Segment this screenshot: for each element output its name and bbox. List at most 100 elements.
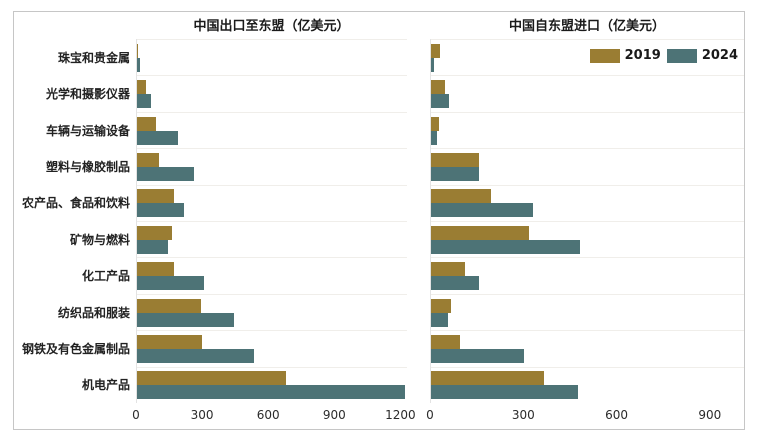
bar-2024 (137, 276, 204, 291)
bar-2024 (431, 130, 437, 145)
bar-2019 (137, 43, 139, 58)
bar-2019 (137, 116, 156, 131)
plots-body: 珠宝和贵金属光学和摄影仪器 车辆与运输设备 塑料与橡胶制品农产品、食品和饮料矿物与燃… (14, 39, 744, 403)
bar-2024 (137, 203, 185, 218)
category-row (431, 221, 744, 257)
title-gap (407, 17, 430, 39)
export-panel-title: 中国出口至东盟（亿美元） (193, 19, 350, 34)
import-panel-plot: 2019 2024 (430, 39, 744, 403)
bar-2024 (137, 130, 178, 145)
legend-label-2024: 2024 (701, 48, 738, 63)
bar-2019 (431, 80, 445, 95)
bar-2019 (431, 152, 480, 167)
category-row (137, 330, 407, 366)
x-tick-label: 900 (698, 408, 722, 422)
x-tick-label: 600 (605, 408, 628, 422)
bar-2024 (431, 385, 579, 400)
bar-2024 (431, 57, 435, 72)
bar-2024 (431, 94, 449, 109)
legend-item-2019: 2019 (589, 48, 661, 63)
bar-2019 (137, 225, 173, 240)
panel-gap (407, 39, 430, 403)
category-label: 化工产品 (81, 269, 130, 284)
bar-2019 (137, 371, 287, 386)
bar-2019 (431, 43, 441, 58)
category-row (137, 293, 407, 330)
category-row (137, 148, 407, 184)
x-tick-label: 300 (190, 408, 214, 422)
bar-2019 (137, 152, 159, 167)
bar-2024 (137, 348, 255, 363)
category-label: 纺织品和服装 (57, 305, 130, 320)
export-x-axis: 0 300 600 900 1200 (132, 403, 415, 429)
category-label: 钢铁及有色金属制品 (21, 341, 130, 356)
import-panel-title: 中国自东盟进口（亿美元） (508, 19, 665, 34)
x-tick-label: 0 (426, 408, 434, 422)
bar-2024 (431, 166, 480, 181)
bar-2019 (137, 189, 175, 204)
category-row (431, 111, 744, 148)
category-row (137, 257, 407, 293)
bar-2019 (431, 262, 466, 277)
category-label: 机电产品 (81, 378, 130, 393)
category-label: 矿物与燃料 (69, 232, 130, 247)
bar-2024 (137, 385, 405, 400)
category-row (431, 39, 744, 75)
category-label: 光学和摄影仪器 (45, 87, 130, 102)
bar-2024 (137, 94, 152, 109)
bar-2019 (431, 371, 545, 386)
x-tick-label: 1200 (385, 408, 416, 422)
legend: 2019 2024 (589, 48, 738, 63)
title-spacer (14, 17, 136, 39)
titles-row: 中国出口至东盟（亿美元） 中国自东盟进口（亿美元） (14, 17, 744, 39)
bar-2019 (431, 334, 461, 349)
category-row (137, 39, 407, 75)
category-labels-column: 珠宝和贵金属光学和摄影仪器 车辆与运输设备 塑料与橡胶制品农产品、食品和饮料矿物与燃… (14, 39, 136, 403)
bar-2024 (431, 203, 534, 218)
bar-2024 (137, 166, 195, 181)
category-label: 珠宝和贵金属 (57, 50, 130, 65)
category-row (137, 221, 407, 257)
import-x-axis: 0 300 600 900 (426, 403, 744, 429)
category-row (431, 75, 744, 111)
bar-2024 (137, 239, 168, 254)
bar-2019 (431, 189, 492, 204)
bar-2024 (137, 57, 141, 72)
x-tick-label: 600 (256, 408, 280, 422)
category-row (431, 330, 744, 366)
category-row (137, 366, 407, 403)
legend-item-2024: 2024 (666, 48, 738, 63)
bar-2019 (137, 334, 202, 349)
bar-2019 (137, 262, 175, 277)
bar-2024 (137, 312, 234, 327)
category-row (431, 257, 744, 293)
category-row (137, 75, 407, 111)
export-panel-plot (136, 39, 407, 403)
legend-swatch-2024 (666, 48, 697, 63)
category-label: 车辆与运输设备 (45, 123, 130, 138)
category-row (137, 111, 407, 148)
bar-2019 (431, 298, 452, 313)
category-row (431, 184, 744, 221)
bar-2024 (431, 348, 524, 363)
bar-2019 (137, 80, 146, 95)
x-tick-label: 300 (511, 408, 535, 422)
bar-2024 (431, 239, 580, 254)
bar-2024 (431, 276, 480, 291)
bar-2019 (137, 298, 201, 313)
x-tick-label: 900 (322, 408, 346, 422)
category-row (431, 366, 744, 403)
category-label: 塑料与橡胶制品 (45, 159, 130, 174)
category-row (431, 293, 744, 330)
category-label: 农产品、食品和饮料 (21, 196, 130, 211)
category-row (137, 184, 407, 221)
legend-label-2019: 2019 (624, 48, 661, 63)
x-tick-label: 0 (132, 408, 140, 422)
bar-2019 (431, 225, 529, 240)
bar-2019 (431, 116, 439, 131)
chart-figure: 中国出口至东盟（亿美元） 中国自东盟进口（亿美元） 珠宝和贵金属光学和摄影仪器车… (13, 11, 745, 430)
bar-2024 (431, 312, 449, 327)
category-row (431, 148, 744, 184)
x-axes-row: 0 300 600 900 1200 0 300 600 900 (14, 403, 744, 429)
